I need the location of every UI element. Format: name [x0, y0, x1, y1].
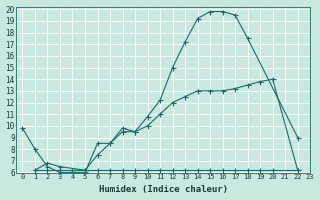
X-axis label: Humidex (Indice chaleur): Humidex (Indice chaleur) — [99, 185, 228, 194]
